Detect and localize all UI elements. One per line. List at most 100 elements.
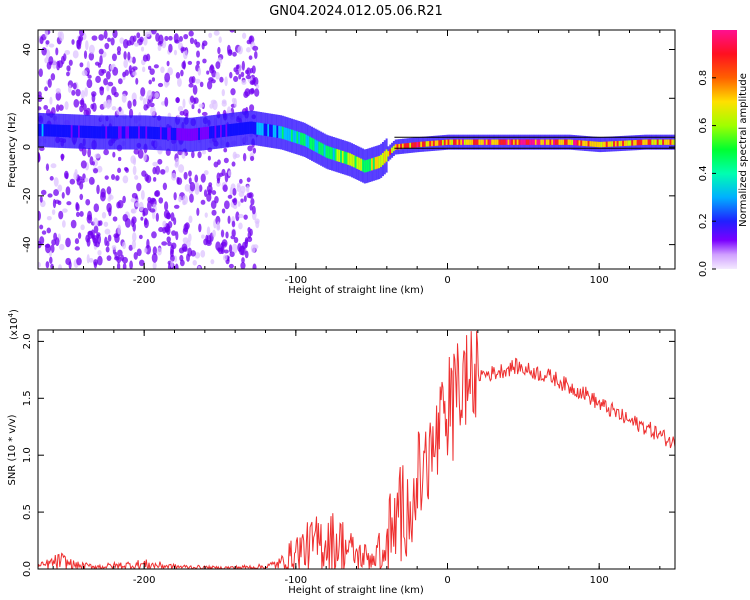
heatmap-ridge-cell: [471, 139, 474, 145]
heatmap-speckle: [235, 64, 240, 70]
heatmap-speckle: [132, 165, 137, 176]
heatmap-speckle: [201, 111, 208, 117]
heatmap-speckle: [197, 67, 202, 76]
heatmap-speckle: [123, 39, 129, 49]
heatmap-ridge-cell: [298, 131, 301, 145]
heatmap-speckle: [188, 83, 194, 88]
heatmap-speckle: [223, 147, 228, 153]
heatmap-speckle: [147, 196, 152, 203]
heatmap-ridge-cell: [400, 143, 403, 150]
heatmap-speckle: [151, 30, 157, 35]
heatmap-ridge-cell: [624, 140, 627, 146]
snr-ytick-label: 0.0: [22, 561, 33, 577]
heatmap-speckle: [51, 239, 57, 246]
heatmap-ridge-cell: [540, 139, 543, 145]
heatmap-speckle: [154, 190, 160, 197]
heatmap-speckle: [117, 167, 122, 174]
heatmap-speckle: [181, 151, 186, 159]
heatmap-speckle: [220, 245, 225, 255]
snr-panel: -200 -100 0 100 0.0 0.5 1.0 1.5 2.0 Height of st…: [7, 309, 676, 596]
heatmap-ridge-cell: [38, 123, 40, 137]
heatmap-ridge-cell: [645, 139, 648, 145]
spectrogram-ytick-label: -20: [22, 188, 33, 204]
heatmap-ridge-cell: [63, 124, 66, 138]
heatmap-ridge-cell: [465, 139, 468, 145]
heatmap-ridge-cell: [660, 139, 663, 145]
heatmap-speckle: [181, 61, 186, 69]
heatmap-speckle: [210, 79, 216, 84]
heatmap-ridge-cell: [389, 149, 392, 155]
heatmap-ridge-cell: [341, 150, 344, 164]
heatmap-ridge-cell: [423, 141, 426, 147]
heatmap-speckle: [77, 232, 82, 239]
heatmap-speckle: [201, 234, 205, 239]
heatmap-ridge-cell: [163, 127, 166, 140]
heatmap-ridge-cell: [39, 123, 42, 137]
heatmap-ridge-cell: [81, 125, 84, 138]
heatmap-speckle: [143, 36, 148, 46]
snr-ytick-label: 2.0: [22, 333, 33, 349]
heatmap-speckle: [76, 39, 81, 49]
heatmap-speckle: [72, 82, 77, 90]
heatmap-speckle: [117, 224, 122, 235]
colorbar-tick-label: 0.0: [698, 261, 709, 277]
heatmap-ridge-cell: [247, 121, 250, 135]
heatmap-speckle: [135, 77, 139, 85]
heatmap-speckle: [122, 241, 127, 250]
heatmap-speckle: [158, 227, 164, 233]
heatmap-speckle: [239, 178, 243, 184]
heatmap-ridge-cell: [447, 139, 450, 145]
heatmap-speckle: [95, 75, 101, 84]
heatmap-ridge-cell: [167, 127, 170, 140]
heatmap-speckle: [98, 48, 104, 55]
heatmap-ridge-cell: [531, 139, 534, 145]
heatmap-speckle: [157, 158, 163, 165]
heatmap-ridge-cell: [522, 139, 525, 145]
heatmap-ridge-cell: [214, 125, 217, 138]
heatmap-ridge-cell: [334, 148, 337, 161]
heatmap-speckle: [44, 57, 49, 64]
heatmap-speckle: [88, 257, 94, 263]
heatmap-speckle: [136, 32, 141, 39]
heatmap-speckle: [183, 33, 189, 40]
heatmap-speckle: [240, 71, 245, 78]
heatmap-speckle: [106, 202, 112, 213]
heatmap-speckle: [140, 46, 145, 52]
heatmap-speckle: [231, 97, 236, 104]
heatmap-ridge-cell: [509, 139, 512, 145]
heatmap-ridge-cell: [383, 151, 386, 164]
heatmap-speckle: [94, 61, 100, 66]
heatmap-speckle: [164, 201, 169, 211]
heatmap-ridge-cell: [609, 141, 612, 147]
heatmap-speckle: [93, 225, 99, 234]
heatmap-ridge-cell: [482, 139, 485, 145]
heatmap-ridge-cell: [221, 124, 224, 138]
heatmap-speckle: [174, 263, 179, 269]
heatmap-ridge-cell: [45, 124, 48, 137]
heatmap-speckle: [240, 198, 244, 203]
heatmap-speckle: [131, 92, 137, 102]
heatmap-speckle: [75, 88, 81, 97]
heatmap-ridge-cell: [627, 140, 630, 146]
heatmap-speckle: [140, 189, 145, 200]
heatmap-ridge-cell: [565, 139, 568, 145]
heatmap-ridge-cell: [311, 137, 313, 150]
heatmap-speckle: [116, 201, 121, 209]
heatmap-speckle: [223, 200, 230, 210]
heatmap-ridge-cell: [363, 160, 366, 173]
heatmap-speckle: [140, 216, 144, 221]
heatmap-speckle: [140, 87, 146, 97]
heatmap-ridge-cell: [212, 125, 215, 139]
heatmap-ridge-cell: [70, 125, 73, 138]
heatmap-ridge-cell: [88, 125, 91, 139]
heatmap-speckle: [92, 168, 99, 174]
heatmap-speckle: [46, 215, 52, 221]
heatmap-ridge-cell: [83, 125, 86, 138]
heatmap-speckle: [117, 249, 123, 257]
heatmap-speckle: [175, 72, 181, 79]
heatmap-speckle: [79, 62, 84, 68]
heatmap-ridge-cell: [582, 140, 585, 146]
heatmap-ridge-cell: [287, 128, 290, 141]
heatmap-speckle: [127, 100, 132, 110]
heatmap-speckle: [248, 55, 253, 60]
